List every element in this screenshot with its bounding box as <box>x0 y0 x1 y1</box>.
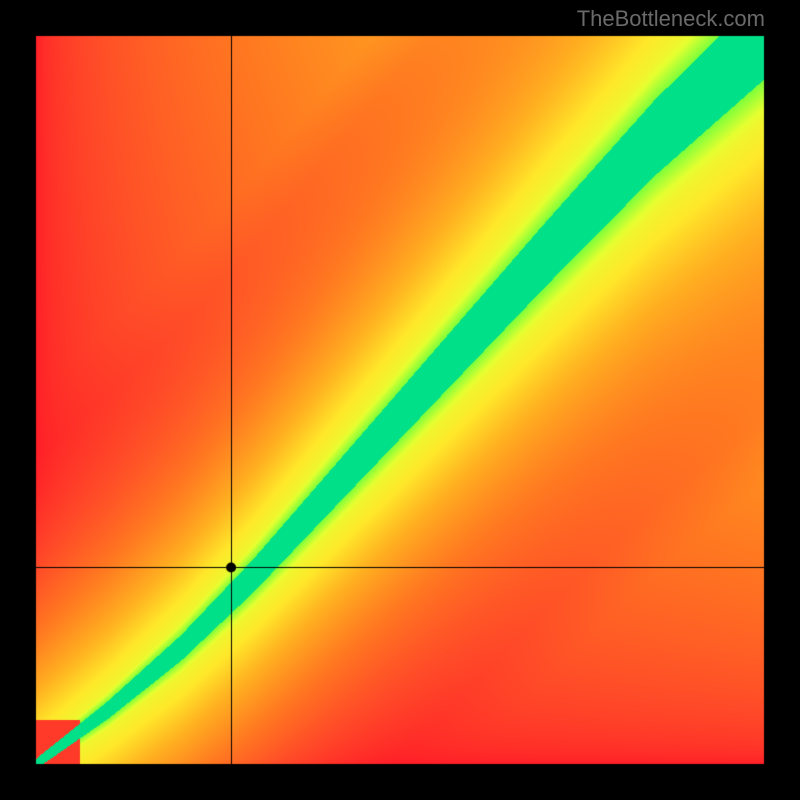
bottleneck-heatmap <box>0 0 800 800</box>
source-watermark: TheBottleneck.com <box>577 6 765 32</box>
chart-container: TheBottleneck.com <box>0 0 800 800</box>
